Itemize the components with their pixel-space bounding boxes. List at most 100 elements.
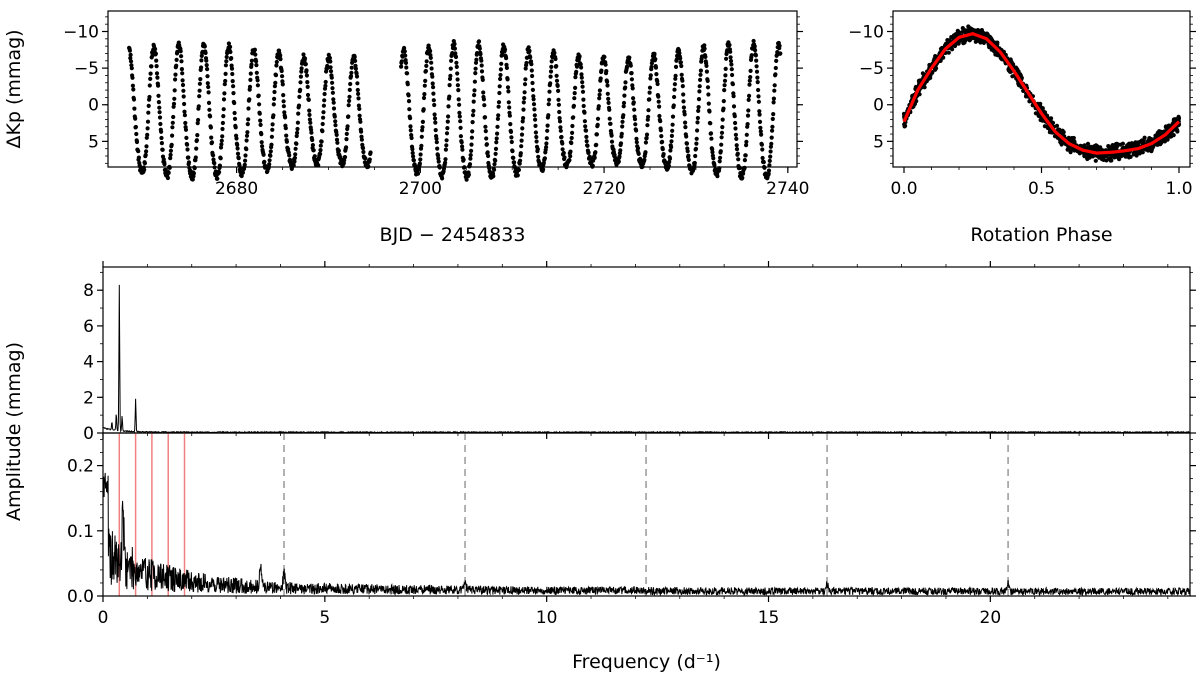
light-curve-point <box>245 130 250 135</box>
light-curve-point <box>470 120 475 125</box>
light-curve-point <box>209 135 214 140</box>
light-curve-point <box>195 121 200 126</box>
light-curve-point <box>595 122 600 127</box>
light-curve-point <box>232 116 238 121</box>
light-curve-point <box>220 134 225 139</box>
light-curve-point <box>747 82 752 87</box>
light-curve-point <box>594 132 600 137</box>
light-curve-point <box>310 143 315 148</box>
light-curve-point <box>581 103 586 109</box>
light-curve-point <box>468 156 473 161</box>
light-curve-point <box>530 80 535 86</box>
light-curve-point <box>679 72 684 77</box>
light-curve-point <box>356 103 361 108</box>
light-curve-point <box>777 43 782 48</box>
light-curve-point <box>648 73 653 78</box>
light-curve-point <box>165 175 170 181</box>
light-curve-point <box>281 104 286 109</box>
light-curve-point <box>244 133 250 138</box>
phase-point <box>917 92 922 97</box>
light-curve-point <box>127 48 132 53</box>
light-curve-point <box>197 88 202 93</box>
light-curve-point <box>508 122 513 127</box>
light-curve-point <box>544 136 549 141</box>
light-curve-point <box>578 62 583 67</box>
light-curve-point <box>683 120 688 125</box>
phase-point <box>949 35 954 40</box>
light-curve-point <box>283 126 288 131</box>
phase-y-tick-label: −10 <box>848 23 884 43</box>
frequency-markers <box>118 433 1009 596</box>
light-curve-point <box>262 159 267 164</box>
light-curve-point <box>296 103 302 108</box>
light-curve-point <box>468 153 473 158</box>
light-curve-point <box>677 51 682 56</box>
light-curve-point <box>670 128 675 133</box>
light-curve-point <box>331 100 336 105</box>
light-curve-point <box>359 137 364 142</box>
light-curve-point <box>249 58 254 63</box>
light-curve-point <box>494 140 499 145</box>
light-curve-point <box>681 92 686 97</box>
phase-point <box>1157 129 1162 134</box>
light-curve-point <box>142 161 147 166</box>
light-curve-point <box>252 47 257 52</box>
light-curve-point <box>581 97 586 102</box>
light-curve-point <box>521 100 526 105</box>
light-curve-point <box>545 123 550 128</box>
light-curve-point <box>307 112 312 117</box>
light-curve-point <box>147 94 152 100</box>
light-curve-point <box>402 45 407 51</box>
light-curve-point <box>685 149 690 154</box>
light-curve-y-ticks: −10 −5 0 5 <box>63 16 803 164</box>
light-curve-point <box>681 105 687 110</box>
light-curve-point <box>583 128 589 133</box>
light-curve-point <box>527 48 532 53</box>
light-curve-point <box>154 58 159 63</box>
light-curve-point <box>670 114 676 119</box>
light-curve-point <box>759 142 765 147</box>
light-curve-point <box>567 158 572 163</box>
light-curve-point <box>556 88 561 93</box>
light-curve-point <box>482 115 488 120</box>
light-curve-point <box>331 97 336 102</box>
light-curve-point <box>734 143 739 148</box>
light-curve-point <box>422 83 427 88</box>
light-curve-point <box>747 93 752 98</box>
light-curve-point <box>128 52 133 58</box>
light-curve-point <box>245 122 250 127</box>
light-curve-point <box>183 127 189 132</box>
light-curve-point <box>281 93 286 98</box>
light-curve-point <box>419 134 424 139</box>
light-curve-point <box>145 132 150 137</box>
light-curve-point <box>269 142 274 147</box>
light-curve-point <box>358 119 363 124</box>
phase-x-tick-label: 1.0 <box>1165 179 1192 199</box>
light-curve-point <box>498 76 503 82</box>
light-curve-point <box>231 91 236 96</box>
light-curve-point <box>518 158 523 163</box>
light-curve-point <box>218 156 223 161</box>
light-curve-point <box>571 103 577 108</box>
light-curve-point <box>356 96 361 101</box>
light-curve-point <box>668 148 673 153</box>
phase-point <box>960 26 965 31</box>
light-curve-point <box>554 73 559 78</box>
phase-point <box>995 40 1000 45</box>
light-curve-point <box>643 140 649 145</box>
light-curve-point <box>179 54 184 59</box>
spectrum-y-label: Amplitude (mmag) <box>3 342 25 521</box>
light-curve-point <box>486 153 491 159</box>
spectrum-full-x-ticks <box>102 261 1169 439</box>
light-curve-frame <box>107 10 798 168</box>
light-curve-point <box>695 128 700 133</box>
light-curve-point <box>595 116 601 121</box>
light-curve-point <box>492 162 497 167</box>
light-curve-point <box>720 125 725 130</box>
light-curve-point <box>707 109 712 114</box>
light-curve-point <box>474 57 479 62</box>
light-curve-point <box>171 101 177 106</box>
light-curve-point <box>443 160 448 165</box>
light-curve-point <box>721 106 726 111</box>
light-curve-point <box>696 105 701 110</box>
